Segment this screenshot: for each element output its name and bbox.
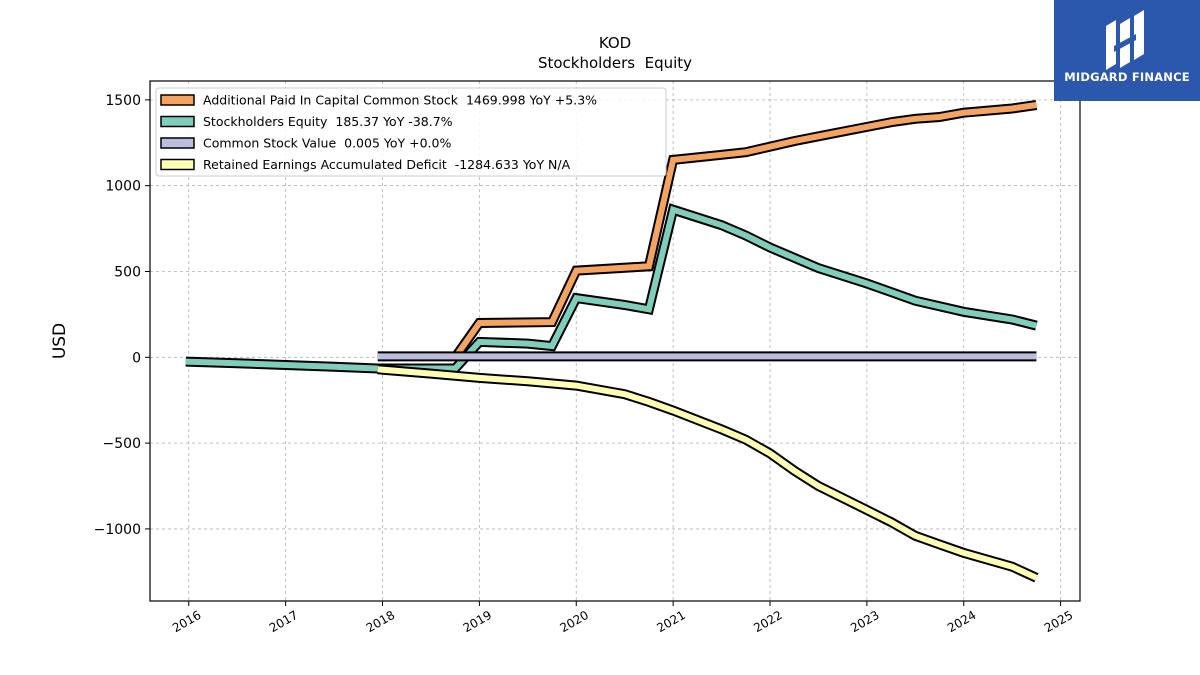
legend-swatch <box>160 158 195 171</box>
legend-label: Common Stock Value 0.005 YoY +0.0% <box>203 136 451 151</box>
y-tick-label: 500 <box>114 264 141 280</box>
legend-swatch <box>160 115 195 128</box>
y-tick-label: 0 <box>132 350 141 366</box>
y-tick-label: −1000 <box>94 522 141 538</box>
x-tick-label: 2023 <box>848 608 881 635</box>
x-tick-label: 2017 <box>267 608 300 635</box>
plot-frame <box>149 80 1081 602</box>
chart-title: KOD <box>599 34 631 52</box>
series-line-3 <box>377 366 1038 581</box>
logo-mark-icon <box>1106 10 1144 70</box>
y-axis-label: USD <box>50 323 70 359</box>
legend-label: Retained Earnings Accumulated Deficit -1… <box>203 157 571 172</box>
x-tick-label: 2022 <box>751 608 784 635</box>
series-lines <box>185 100 1039 583</box>
y-tick-label: 1500 <box>105 93 141 109</box>
series-outline-1 <box>185 203 1038 374</box>
x-tick-label: 2018 <box>364 608 397 635</box>
series-line-0 <box>452 102 1037 360</box>
y-tick-label: −500 <box>103 436 141 452</box>
x-tick-label: 2025 <box>1042 608 1075 635</box>
x-tick-label: 2020 <box>558 608 591 635</box>
legend-swatch <box>160 94 195 106</box>
y-tick-label: 1000 <box>105 179 141 195</box>
legend-label: Stockholders Equity 185.37 YoY -38.7% <box>203 114 453 129</box>
x-tick-label: 2019 <box>461 608 494 635</box>
legend: Additional Paid In Capital Common Stock … <box>155 87 667 177</box>
legend-swatch <box>160 137 195 149</box>
x-tick-label: 2016 <box>170 608 203 635</box>
legend-box <box>155 87 667 177</box>
legend-label: Additional Paid In Capital Common Stock … <box>203 93 597 108</box>
x-tick-label: 2021 <box>654 608 687 635</box>
logo-text: MIDGARD FINANCE <box>1064 70 1190 84</box>
x-tick-label: 2024 <box>945 608 978 635</box>
chart-subtitle: Stockholders Equity <box>538 54 692 72</box>
series-line-1 <box>185 205 1038 372</box>
midgard-finance-logo: MIDGARD FINANCE <box>1054 0 1200 101</box>
